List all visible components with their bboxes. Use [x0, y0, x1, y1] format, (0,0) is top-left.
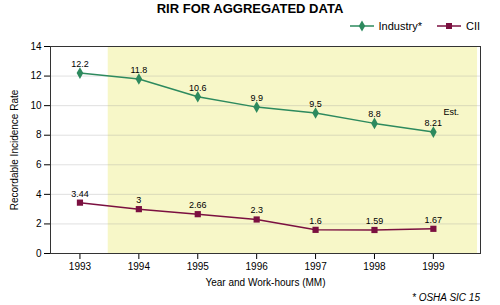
svg-text:10.6: 10.6 [189, 83, 207, 93]
svg-text:12.2: 12.2 [71, 59, 89, 69]
html-text:CII: CII [465, 20, 480, 32]
svg-text:1994: 1994 [128, 261, 151, 272]
html-text:Industry*: Industry* [378, 20, 422, 32]
svg-text:1993: 1993 [69, 261, 92, 272]
svg-text:8.8: 8.8 [368, 109, 381, 119]
svg-text:8.21: 8.21 [425, 118, 443, 128]
svg-text:12: 12 [30, 70, 42, 81]
svg-text:2.3: 2.3 [250, 205, 263, 215]
svg-text:11.8: 11.8 [130, 65, 147, 75]
svg-text:0: 0 [36, 248, 42, 259]
html-text:* OSHA SIC 15: * OSHA SIC 15 [412, 292, 480, 303]
svg-text:1997: 1997 [304, 261, 327, 272]
svg-text:Est.: Est. [443, 107, 459, 117]
svg-text:9.9: 9.9 [250, 93, 263, 103]
svg-text:1.67: 1.67 [425, 215, 443, 225]
svg-text:1995: 1995 [187, 261, 210, 272]
svg-text:8: 8 [36, 129, 42, 140]
svg-text:2: 2 [36, 218, 42, 229]
svg-text:1999: 1999 [422, 261, 445, 272]
svg-text:Recordable Incidence Rate: Recordable Incidence Rate [9, 89, 20, 210]
svg-text:4: 4 [36, 189, 42, 200]
svg-text:1996: 1996 [246, 261, 269, 272]
svg-text:14: 14 [30, 41, 42, 52]
svg-text:1998: 1998 [363, 261, 386, 272]
html-text:RIR FOR AGGREGATED DATA: RIR FOR AGGREGATED DATA [156, 1, 344, 16]
svg-text:Year and Work-hours (MM): Year and Work-hours (MM) [205, 277, 325, 288]
svg-text:2.66: 2.66 [189, 200, 207, 210]
svg-text:1.59: 1.59 [366, 216, 384, 226]
svg-text:10: 10 [30, 100, 42, 111]
svg-text:1.6: 1.6 [309, 216, 322, 226]
svg-text:3.44: 3.44 [71, 189, 89, 199]
svg-text:9.5: 9.5 [309, 99, 322, 109]
svg-text:6: 6 [36, 159, 42, 170]
svg-text:3: 3 [136, 195, 141, 205]
